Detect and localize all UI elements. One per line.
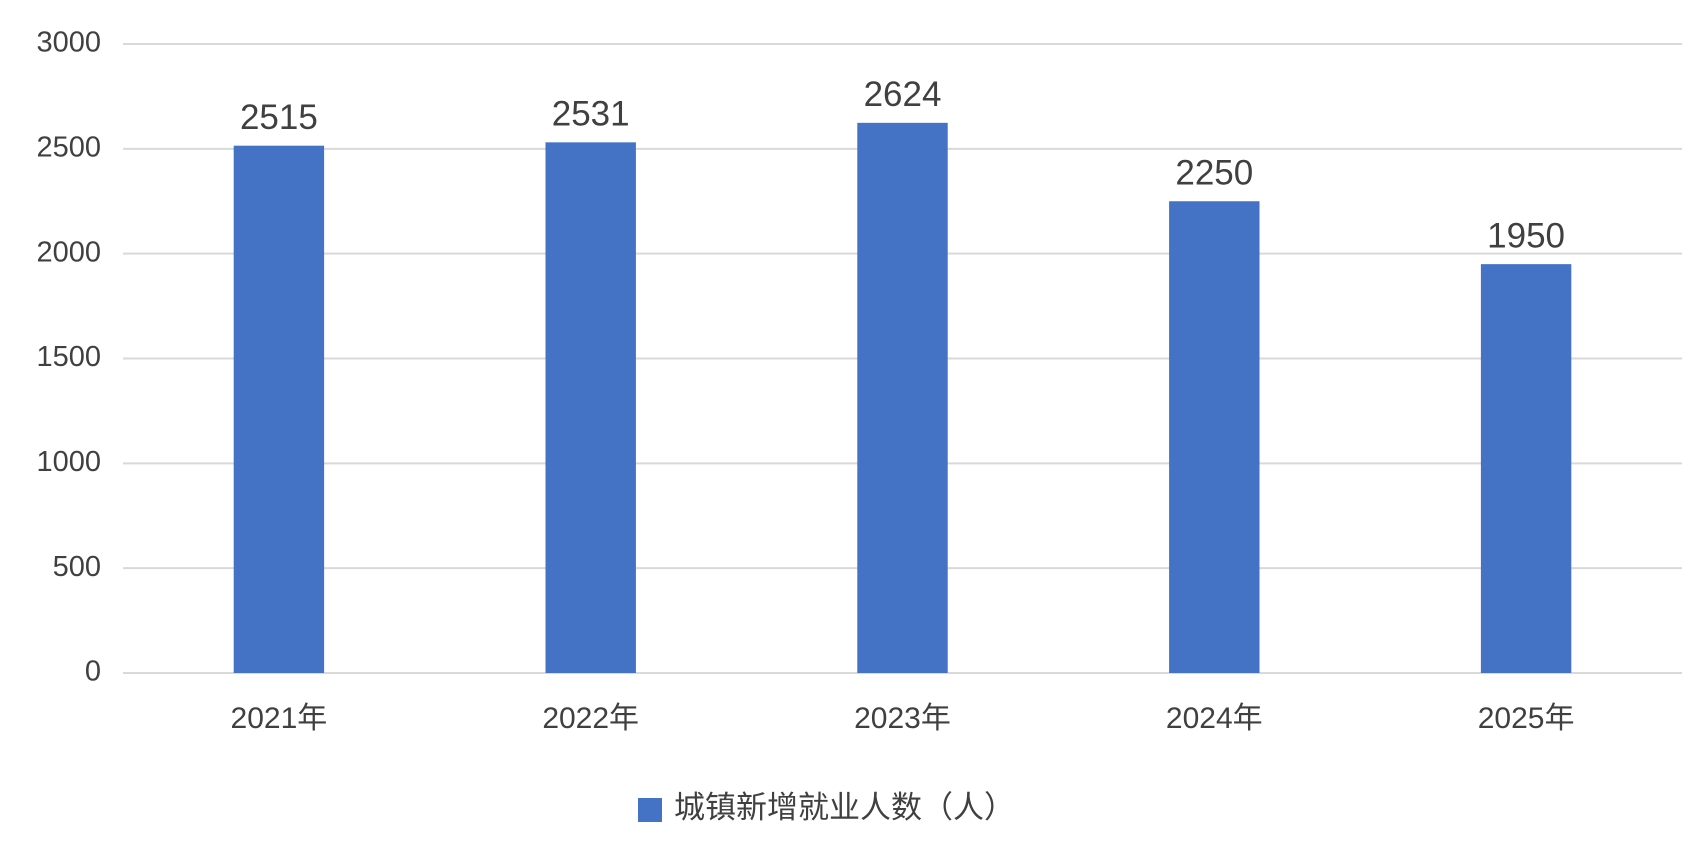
y-tick-label: 0 xyxy=(85,656,101,688)
bar xyxy=(545,142,636,673)
bar xyxy=(1169,201,1260,673)
bar xyxy=(1480,264,1572,673)
y-tick-label: 2500 xyxy=(36,131,101,163)
y-tick-label: 500 xyxy=(53,551,101,583)
y-tick-label: 3000 xyxy=(36,27,101,59)
x-tick-label: 2021年 xyxy=(231,702,328,735)
y-tick-label: 1000 xyxy=(36,446,101,478)
bar xyxy=(857,122,948,674)
bar xyxy=(233,145,325,673)
x-tick-label: 2024年 xyxy=(1166,702,1263,735)
data-label: 1950 xyxy=(1487,216,1565,255)
data-label: 2531 xyxy=(552,95,630,134)
y-tick-label: 2000 xyxy=(36,236,101,268)
y-tick-label: 1500 xyxy=(36,341,101,373)
x-tick-label: 2022年 xyxy=(542,702,639,735)
legend-label: 城镇新增就业人数（人） xyxy=(674,790,1015,825)
x-tick-label: 2023年 xyxy=(854,702,951,735)
data-label: 2515 xyxy=(240,98,318,137)
data-label: 2624 xyxy=(864,75,942,114)
x-tick-label: 2025年 xyxy=(1478,702,1575,735)
data-label: 2250 xyxy=(1175,154,1253,193)
legend-swatch xyxy=(638,798,662,822)
